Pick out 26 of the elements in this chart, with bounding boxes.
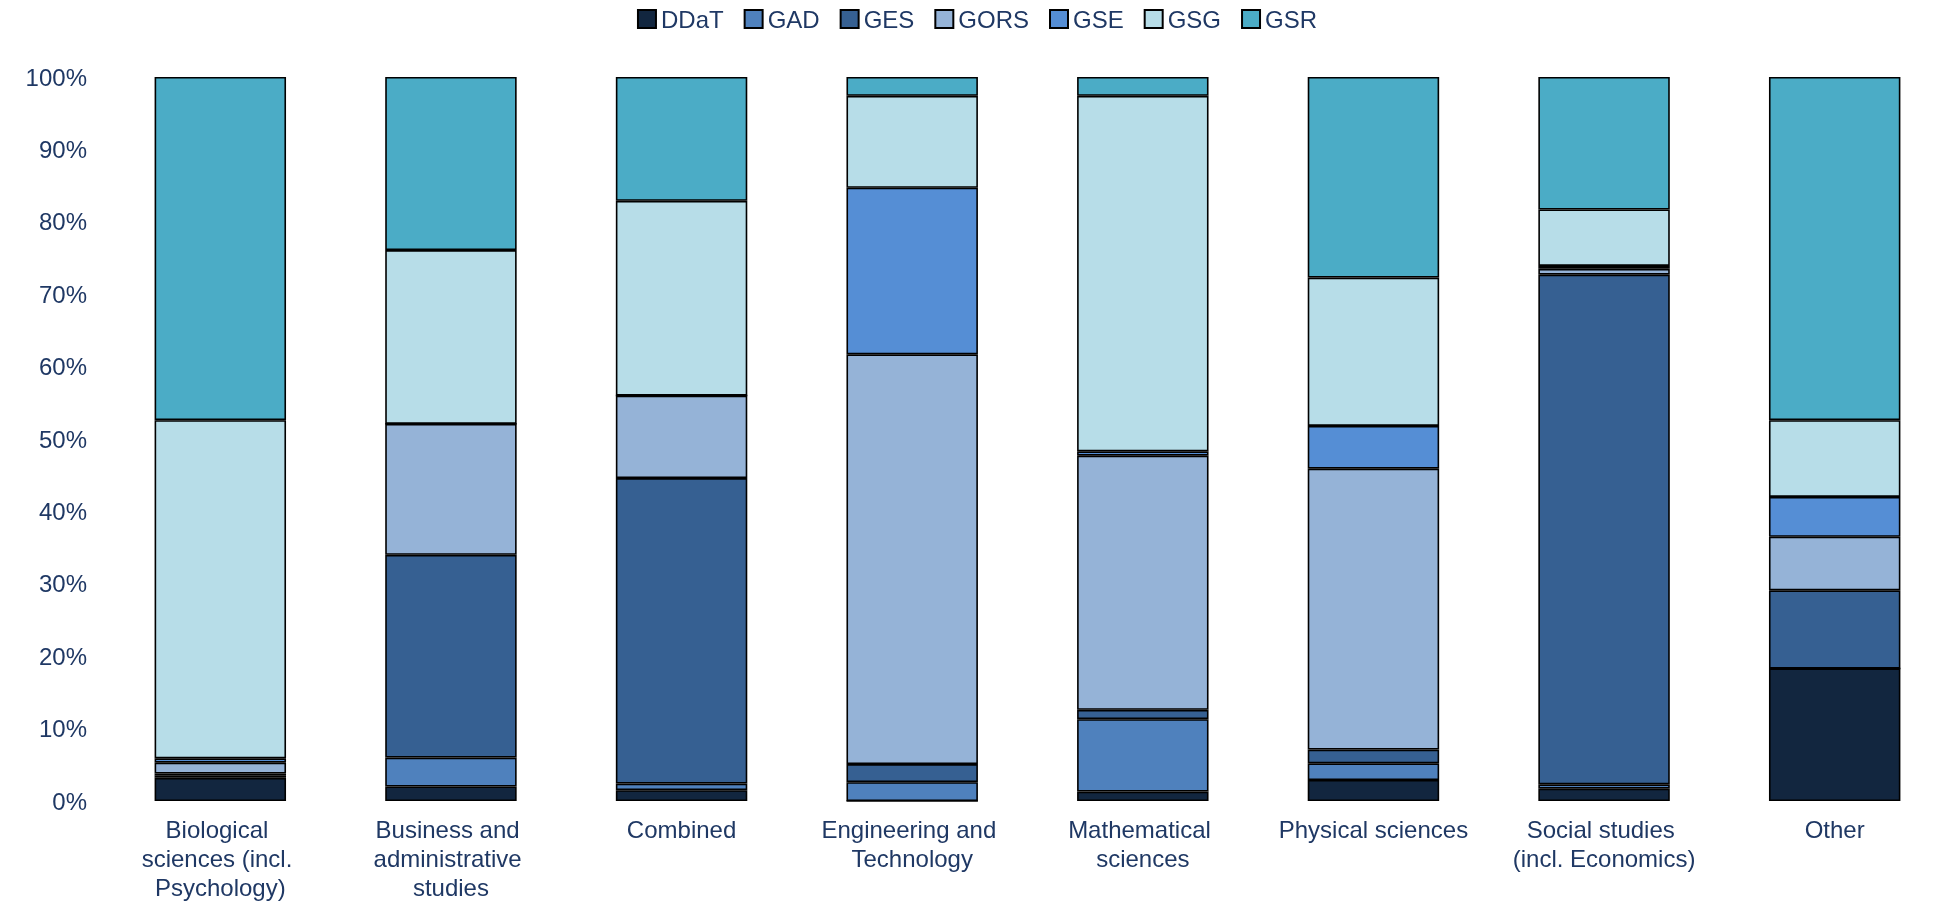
y-tick-label: 70% (38, 280, 87, 308)
legend-label: GSR (1265, 5, 1318, 33)
legend-label: DDaT (660, 5, 724, 33)
y-tick-label: 30% (38, 570, 87, 598)
legend-label: GSG (1167, 5, 1222, 33)
y-tick-label: 90% (38, 135, 87, 163)
x-tick-label: Biological sciences (incl. Psychology) (141, 816, 300, 901)
legend-label: GAD (767, 5, 820, 33)
y-tick-label: 20% (38, 642, 87, 670)
y-tick-label: 60% (38, 353, 87, 381)
legend-label: GSE (1073, 5, 1124, 33)
x-tick-label: Mathematical sciences (1068, 816, 1218, 872)
y-tick-label: 100% (25, 63, 87, 91)
x-tick-label: Social studies (incl. Economics) (1512, 816, 1696, 872)
y-tick-label: 40% (38, 497, 87, 525)
y-tick-label: 50% (38, 425, 87, 453)
y-tick-label: 0% (52, 787, 87, 815)
y-tick-label: 10% (38, 715, 87, 743)
legend-label: GORS (958, 5, 1030, 33)
x-tick-label: Engineering and Technology (821, 816, 1003, 872)
y-tick-label: 80% (38, 208, 87, 236)
x-tick-label: Combined (626, 816, 737, 843)
x-tick-label: Business and administrative studies (373, 816, 529, 901)
x-tick-label: Physical sciences (1278, 816, 1469, 843)
legend-label: GES (863, 5, 915, 33)
x-tick-label: Other (1804, 816, 1865, 843)
